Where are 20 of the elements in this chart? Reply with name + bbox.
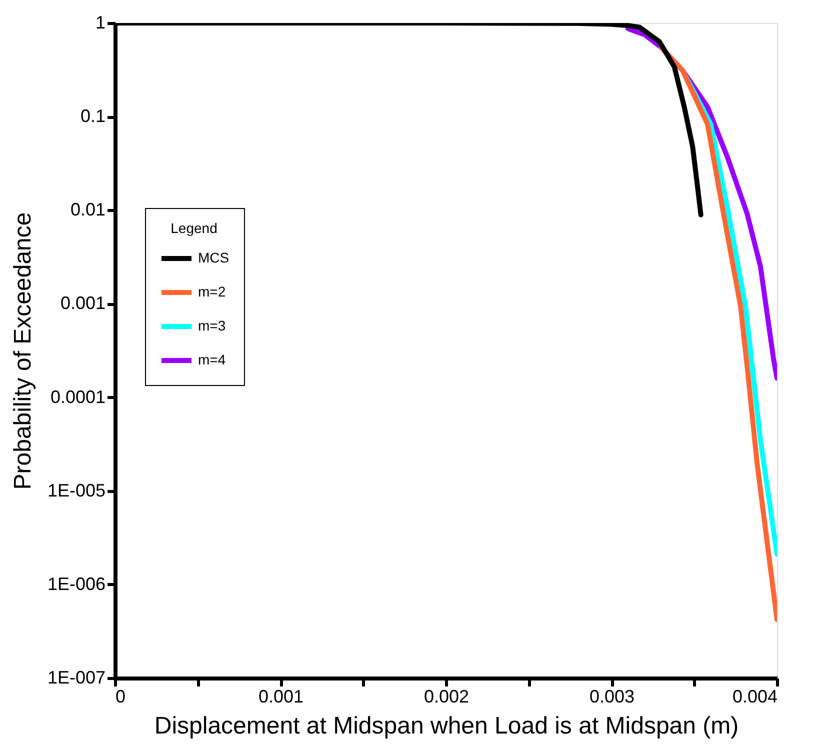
x-axis-title: Displacement at Midspan when Load is at Midspan (m) [154,712,739,740]
x-tick-label: 0.003 [589,686,635,706]
x-tick-label: 0 [116,686,126,706]
x-tick-label: 0.002 [424,686,470,706]
y-tick-label: 0.0001 [50,386,106,407]
legend-label: m=3 [198,318,226,334]
x-tick-label: 0.004 [732,686,778,706]
y-tick-label: 0.1 [80,106,106,126]
y-tick-label: 0.01 [70,200,106,220]
y-tick-label: 1E-007 [47,668,106,688]
y-tick-label: 1E-006 [47,574,106,594]
y-tick-label: 1E-005 [47,480,106,500]
legend-label: m=2 [198,284,226,300]
y-tick-label: 0.001 [60,293,106,314]
legend-label: m=4 [198,352,226,368]
legend-title: Legend [170,220,218,236]
y-tick-label: 1 [95,12,106,32]
legend-label: MCS [198,250,230,266]
y-axis-title: Probability of Exceedance [9,212,36,490]
x-tick-label: 0.001 [258,686,304,706]
